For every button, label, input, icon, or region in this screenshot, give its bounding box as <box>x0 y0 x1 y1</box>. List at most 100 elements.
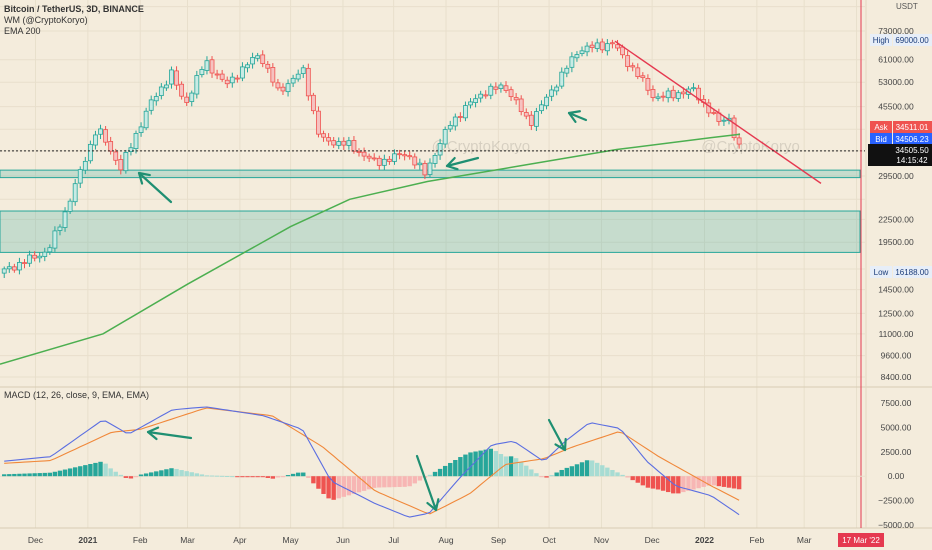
macd-histogram-bar <box>143 473 149 477</box>
arrow-head <box>554 437 567 452</box>
arrow-head <box>146 426 160 441</box>
low-label-value: 16188.00 <box>895 268 929 277</box>
candle-body <box>615 44 620 49</box>
candle-body <box>341 140 347 146</box>
macd-histogram-bar <box>113 471 118 477</box>
candle-body <box>229 76 235 84</box>
candle-body <box>356 151 362 153</box>
support-zone-2 <box>0 210 861 253</box>
candle-body <box>148 99 154 111</box>
candle-body <box>87 143 93 162</box>
candle-body <box>17 262 22 271</box>
macd-signal-line <box>4 407 740 515</box>
candle-body <box>270 67 276 83</box>
candle-body <box>422 163 428 176</box>
macd-histogram-bar <box>498 454 504 477</box>
high-label-value-bg <box>893 34 932 46</box>
macd-legend: MACD (12, 26, close, 9, EMA, EMA) <box>4 390 149 401</box>
macd-histogram-bar <box>12 473 17 477</box>
candle-body <box>559 71 565 87</box>
macd-histogram-bar <box>275 476 281 478</box>
candle-body <box>295 73 301 80</box>
macd-histogram-bar <box>250 476 255 478</box>
macd-histogram-bar <box>72 467 78 477</box>
macd-histogram-bar <box>159 470 164 477</box>
indicator-wm-label[interactable]: WM (@CryptoKoryo) <box>4 15 88 25</box>
macd-histogram-bar <box>174 468 179 477</box>
candle-body <box>189 92 195 102</box>
candle-body <box>164 84 169 89</box>
macd-histogram-bar <box>2 474 7 477</box>
candle-body <box>493 86 499 90</box>
low-label: Low 16188.00 <box>870 266 932 279</box>
candle-body <box>11 266 17 271</box>
macd-histogram-bar <box>387 476 392 488</box>
candle-body <box>625 55 631 67</box>
ask-label: Ask 34511.01 <box>870 121 932 133</box>
candle-body <box>594 42 600 49</box>
macd-histogram-bar <box>554 472 559 477</box>
candle-body <box>366 155 372 159</box>
candle-body <box>736 137 742 145</box>
time-tick-label: Dec <box>645 535 661 545</box>
candle-body <box>321 133 326 138</box>
candle-body <box>584 45 590 53</box>
candle-body <box>513 97 519 101</box>
macd-histogram-bar <box>508 456 514 477</box>
macd-histogram-bar <box>366 476 372 490</box>
macd-pane <box>0 406 865 518</box>
candle-body <box>240 66 245 79</box>
candle-body <box>564 67 570 74</box>
macd-title[interactable]: MACD (12, 26, close, 9, EMA, EMA) <box>4 390 150 400</box>
candle-body <box>98 128 103 135</box>
candle-body <box>285 83 291 93</box>
macd-histogram-bar <box>731 476 737 489</box>
candle-body <box>528 114 534 126</box>
candle-body <box>351 140 357 152</box>
candle-body <box>331 140 337 146</box>
arrow-head <box>426 498 440 512</box>
candle-body <box>397 153 402 156</box>
candle-body <box>300 67 306 74</box>
macd-histogram-bar <box>346 476 352 496</box>
candle-body <box>138 126 144 133</box>
macd-histogram-bar <box>316 476 321 489</box>
macd-histogram-bar <box>397 476 402 487</box>
macd-histogram-bar <box>128 476 134 479</box>
candle-body <box>52 230 58 249</box>
macd-histogram-bar <box>513 458 519 477</box>
candle-body <box>645 78 651 91</box>
macd-histogram-bar <box>78 466 83 477</box>
symbol-title[interactable]: Bitcoin / TetherUS, 3D, BINANCE <box>4 4 144 14</box>
macd-histogram-bar <box>214 475 220 477</box>
last-price-countdown: 14:15:42 <box>896 156 928 165</box>
resistance-trendline <box>614 40 822 184</box>
ask-label-value-bg <box>893 121 932 133</box>
candle-body <box>539 104 544 112</box>
macd-histogram-bar <box>534 473 539 477</box>
bid-label: Bid 34506.23 <box>870 133 932 145</box>
macd-histogram-bar <box>154 471 159 477</box>
time-tick-label: 2021 <box>78 535 97 545</box>
candle-body <box>381 158 387 166</box>
macd-histogram-bar <box>149 472 154 477</box>
price-tick-label: 73000.00 <box>878 26 914 36</box>
candle-body <box>82 160 88 171</box>
macd-histogram-bar <box>539 476 544 478</box>
macd-histogram-bar <box>579 462 585 477</box>
ask-label-tag-bg <box>870 121 892 133</box>
macd-histogram-bar <box>295 472 301 477</box>
indicator-ema-label[interactable]: EMA 200 <box>4 26 41 36</box>
macd-tick-label: 2500.00 <box>881 447 912 457</box>
candle-body <box>199 69 205 76</box>
macd-histogram-bar <box>412 476 417 484</box>
candle-body <box>650 89 656 98</box>
candle-body <box>234 77 240 80</box>
macd-histogram-bar <box>635 476 640 483</box>
arrow-head <box>567 110 581 123</box>
price-tick-label: 61000.00 <box>878 55 914 65</box>
macd-histogram-bar <box>721 476 727 487</box>
candle-body <box>194 75 200 95</box>
